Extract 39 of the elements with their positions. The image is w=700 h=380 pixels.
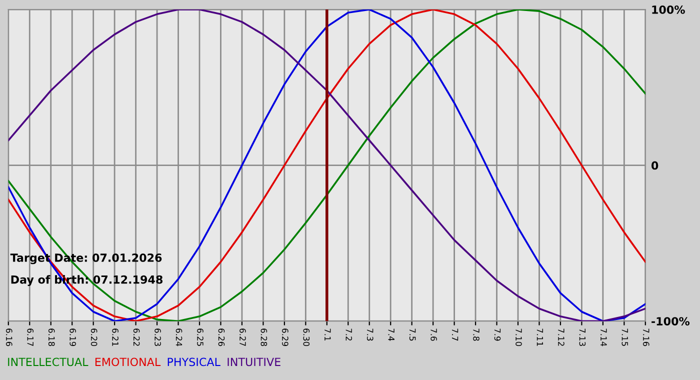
- text: INTUITIVE: [228, 358, 280, 366]
- line-series: [8, 10, 646, 322]
- x-tick-label: 7.16: [642, 328, 650, 346]
- x-tick-label: 6.23: [154, 328, 161, 346]
- x-tick-label: 7.6: [430, 328, 437, 341]
- x-tick-label: 7.7: [452, 328, 458, 341]
- x-tick-label: 7.12: [558, 328, 564, 346]
- text: EMOTIONAL: [95, 358, 161, 366]
- x-tick-label: 6.17: [27, 328, 34, 346]
- x-tick-label: 7.13: [579, 328, 586, 346]
- x-tick-label: 7.3: [366, 328, 374, 341]
- x-tick-label: 7.15: [622, 328, 628, 346]
- x-tick-label: 6.29: [282, 328, 288, 346]
- x-tick-label: 7.5: [409, 328, 416, 341]
- x-tick-label: 7.9: [494, 328, 501, 341]
- y-tick-label: -100%: [652, 317, 690, 326]
- x-tick-label: 6.24: [176, 328, 182, 346]
- x-tick-label: 7.4: [388, 328, 394, 341]
- x-tick-label: 6.20: [90, 328, 98, 346]
- x-tick-label: 6.25: [197, 328, 204, 346]
- x-tick-label: 7.1: [324, 328, 331, 341]
- x-tick-label: 6.19: [70, 328, 76, 346]
- x-tick-label: 6.22: [133, 328, 140, 346]
- x-tick-label: 7.11: [536, 328, 544, 346]
- x-tick-label: 6.16: [6, 328, 12, 346]
- y-tick-label: 100%: [652, 5, 685, 14]
- x-tick-label: 7.10: [516, 328, 522, 346]
- x-tick-label: 6.18: [48, 328, 55, 346]
- y-tick-label: 0: [651, 161, 658, 170]
- x-tick-label: 6.21: [112, 328, 118, 346]
- x-tick-label: 6.30: [303, 328, 310, 346]
- x-tick-label: 6.27: [240, 328, 246, 346]
- x-tick-label: 6.28: [260, 328, 268, 346]
- x-tick-label: 7.14: [600, 328, 607, 346]
- x-tick-label: 7.8: [473, 328, 480, 341]
- text: PHYSICAL: [168, 358, 220, 366]
- x-tick-label: 7.2: [346, 328, 352, 340]
- text: INTELLECTUAL: [8, 358, 88, 366]
- x-tick-label: 6.26: [218, 328, 225, 346]
